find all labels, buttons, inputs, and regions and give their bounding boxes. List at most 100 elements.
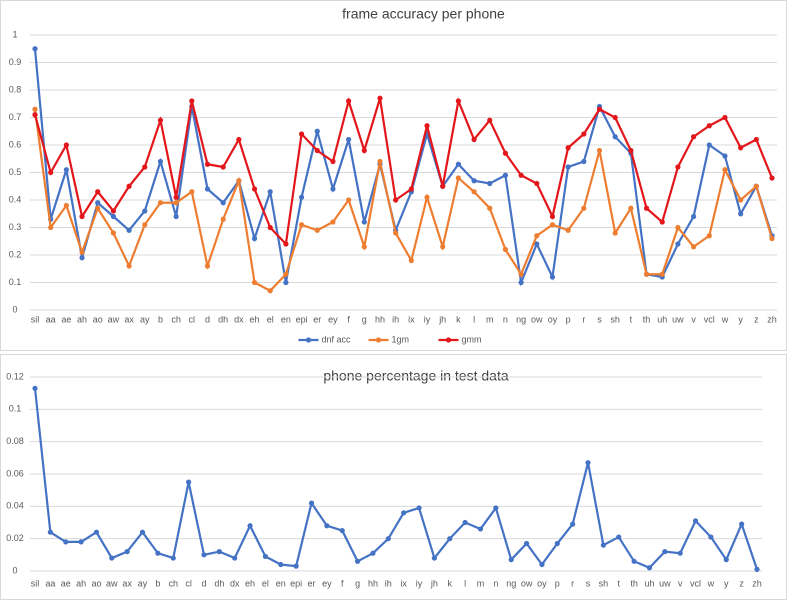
data-point — [236, 178, 242, 184]
data-point — [565, 227, 571, 233]
data-point — [722, 167, 728, 173]
data-point — [738, 197, 744, 203]
data-point — [612, 230, 618, 236]
x-tick-label: v — [691, 314, 696, 324]
x-tick-label: uh — [644, 578, 654, 588]
data-point — [330, 219, 336, 225]
x-tick-label: uw — [672, 314, 684, 324]
x-tick-label: z — [739, 578, 744, 588]
y-tick-label: 0.06 — [6, 468, 24, 478]
data-point — [739, 521, 745, 527]
x-tick-label: r — [571, 578, 574, 588]
data-point — [220, 216, 226, 222]
data-point — [722, 153, 728, 159]
x-tick-label: r — [582, 314, 585, 324]
data-point — [95, 200, 101, 206]
data-point — [155, 550, 161, 556]
data-point — [523, 540, 530, 547]
data-point — [393, 197, 399, 203]
data-point — [690, 213, 697, 220]
x-tick-label: epi — [290, 578, 302, 588]
data-point — [236, 136, 242, 143]
data-point — [79, 213, 85, 220]
data-point — [361, 244, 367, 250]
data-point — [706, 233, 712, 239]
data-point — [126, 263, 132, 269]
data-point — [431, 555, 438, 561]
data-point — [565, 145, 571, 151]
y-tick-label: 0 — [12, 565, 17, 575]
y-tick-label: 0 — [12, 304, 17, 314]
data-point — [283, 241, 289, 247]
data-point — [314, 128, 320, 134]
data-point — [738, 211, 744, 217]
data-point — [518, 172, 524, 178]
data-point — [93, 529, 100, 535]
data-point — [109, 555, 115, 561]
data-point — [487, 180, 493, 187]
data-point — [283, 271, 289, 277]
x-tick-label: vcl — [690, 578, 701, 588]
data-point — [706, 123, 712, 129]
data-point — [659, 271, 665, 277]
legend-swatch — [445, 337, 452, 343]
data-point — [600, 542, 606, 548]
legend-label: dnf acc — [322, 334, 352, 344]
x-tick-label: uw — [659, 578, 671, 588]
y-tick-label: 1 — [12, 29, 17, 39]
x-tick-label: d — [201, 578, 206, 588]
y-tick-label: 0.6 — [9, 139, 22, 149]
data-point — [722, 114, 728, 121]
x-tick-label: f — [347, 314, 350, 324]
x-tick-label: ih — [392, 314, 399, 324]
x-tick-label: hh — [368, 578, 378, 588]
y-tick-label: 0.1 — [9, 277, 22, 287]
x-tick-label: g — [362, 314, 367, 324]
data-point — [324, 523, 330, 529]
x-tick-label: b — [158, 314, 163, 324]
data-point — [596, 106, 603, 112]
data-point — [455, 175, 461, 181]
x-tick-label: w — [721, 314, 729, 324]
data-point — [247, 523, 253, 529]
data-point — [204, 263, 211, 269]
data-point — [251, 279, 258, 286]
x-tick-label: sh — [610, 314, 620, 324]
x-tick-label: g — [355, 578, 360, 588]
data-point — [110, 230, 117, 236]
x-tick-label: ah — [76, 578, 86, 588]
data-point — [377, 158, 383, 165]
y-tick-label: 0.2 — [9, 249, 22, 259]
data-point — [157, 200, 164, 206]
data-point — [298, 131, 305, 137]
data-point — [298, 222, 305, 228]
data-point — [471, 178, 477, 184]
x-tick-label: ch — [168, 578, 178, 588]
data-point — [126, 227, 132, 233]
data-point — [232, 555, 238, 561]
data-point — [354, 558, 361, 564]
x-tick-label: s — [597, 314, 602, 324]
x-tick-label: sil — [31, 314, 40, 324]
x-tick-label: cl — [185, 578, 192, 588]
data-point — [48, 169, 54, 176]
y-tick-label: 0.12 — [6, 371, 24, 381]
data-point — [628, 147, 634, 154]
x-tick-label: p — [555, 578, 560, 588]
data-point — [753, 136, 759, 143]
legend-label: 1gm — [392, 334, 410, 344]
x-tick-label: ao — [93, 314, 103, 324]
x-tick-label: ax — [124, 314, 134, 324]
x-tick-label: t — [617, 578, 620, 588]
data-point — [596, 147, 603, 154]
data-point — [549, 213, 556, 220]
x-tick-label: el — [262, 578, 269, 588]
y-tick-label: 0.08 — [6, 436, 24, 446]
x-tick-label: ix — [400, 578, 407, 588]
data-point — [440, 183, 446, 189]
x-tick-label: sil — [31, 578, 40, 588]
data-point — [502, 246, 509, 253]
chart-title: phone percentage in test data — [323, 368, 508, 384]
data-point — [612, 134, 618, 140]
x-tick-label: l — [464, 578, 466, 588]
